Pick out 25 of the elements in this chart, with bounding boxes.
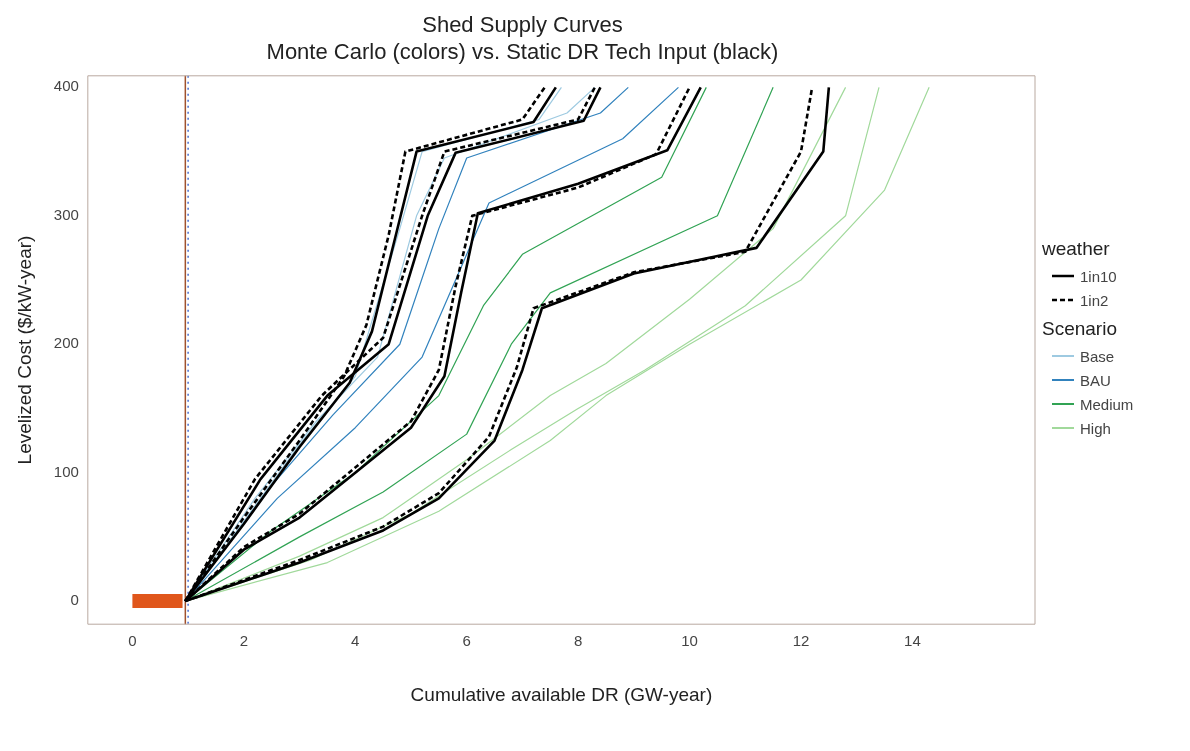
y-tick-label: 400: [53, 77, 79, 95]
legend-label: Base: [1080, 347, 1115, 365]
legend-label: BAU: [1080, 371, 1111, 389]
y-tick-label: 200: [53, 334, 79, 352]
legend-label: Medium: [1080, 395, 1134, 413]
x-tick-label: 8: [573, 632, 583, 650]
y-axis-title: Levelized Cost ($/kW-year): [13, 235, 35, 465]
x-tick-label: 2: [239, 632, 248, 650]
legend-label: 1in2: [1080, 291, 1109, 309]
x-tick-label: 12: [792, 632, 810, 650]
y-tick-label: 100: [53, 462, 79, 480]
x-tick-label: 4: [351, 632, 360, 650]
x-tick-label: 14: [904, 632, 921, 650]
y-tick-label: 300: [53, 205, 79, 223]
legend-title: weather: [1042, 238, 1111, 260]
chart-subtitle: Monte Carlo (colors) vs. Static DR Tech Input (black): [266, 38, 779, 64]
x-tick-label: 0: [128, 632, 137, 650]
legend-label: 1in10: [1080, 267, 1117, 285]
legend-label: High: [1080, 419, 1111, 437]
y-tick-label: 0: [70, 591, 79, 609]
x-tick-label: 10: [681, 632, 698, 650]
x-tick-label: 6: [462, 632, 471, 650]
chart-title: Shed Supply Curves: [422, 12, 623, 38]
x-axis-title: Cumulative available DR (GW-year): [410, 683, 713, 705]
text: Scenario: [1042, 318, 1118, 340]
